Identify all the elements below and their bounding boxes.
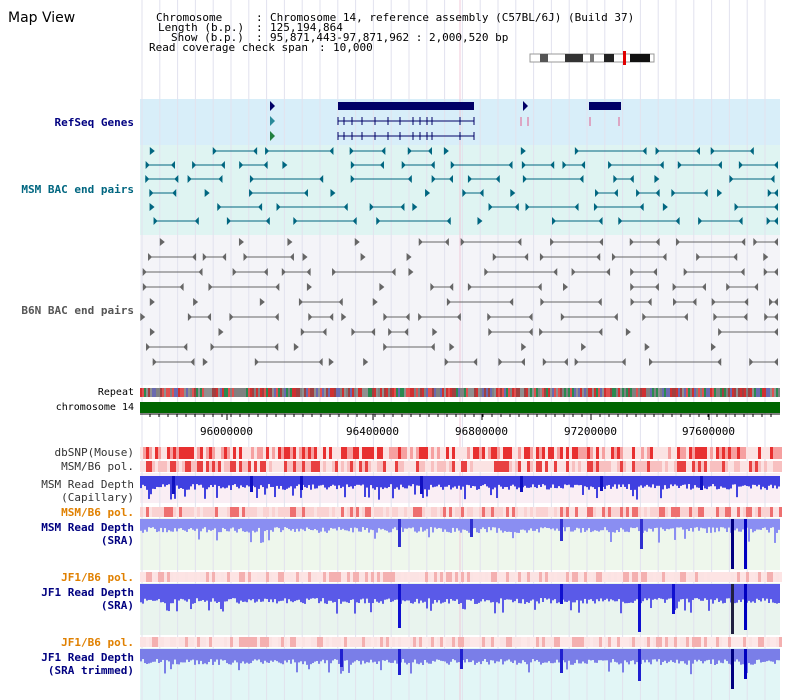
axis-tick-label: 96400000 (346, 425, 399, 438)
coverage-info-value: 10,000 (333, 41, 373, 54)
show-info-label: Show (b.p.) (171, 31, 244, 44)
jf1-b6-pol-track-2 (140, 637, 782, 647)
track-label-dbsnp: dbSNP(Mouse) (54, 446, 134, 459)
track-label-repeat: Repeat (97, 387, 134, 398)
track-label-jf1-trim-2: (SRA trimmed) (47, 664, 134, 677)
coverage-info-label: Read coverage check span (149, 41, 308, 54)
jf1-b6-pol-track (140, 572, 782, 582)
msm-capillary-depth-track (140, 476, 780, 500)
length-info-value: 125,194,864 (270, 21, 343, 34)
axis: 96000000 96400000 96800000 97200000 97600000 (140, 413, 780, 438)
track-label-msm-cap-1: MSM Read Depth (41, 478, 134, 491)
grid-lines (141, 0, 766, 700)
refseq-genes[interactable] (270, 101, 621, 141)
ideogram-position-marker (623, 51, 626, 65)
track-label-msm-pol: MSM/B6 pol. (61, 460, 134, 473)
coverage-info-sep: : (319, 41, 326, 54)
chromosome-ideogram[interactable] (529, 51, 655, 65)
show-info-value: 95,871,443-97,871,962 : 2,000,520 bp (270, 31, 509, 44)
track-label-msm-sra-2: (SRA) (100, 534, 134, 547)
axis-tick-label: 96800000 (455, 425, 508, 438)
dbsnp-track (140, 447, 782, 459)
axis-tick-label: 97200000 (564, 425, 617, 438)
track-label-msm-bac[interactable]: MSM BAC end pairs (21, 183, 134, 196)
msm-bac-features[interactable] (145, 147, 778, 225)
track-label-jf1-sra-2: (SRA) (100, 599, 134, 612)
page-title: Map View (8, 10, 76, 26)
chromosome-bar (140, 402, 780, 413)
repeat-track (140, 388, 780, 397)
msm-b6-pol-track (140, 461, 782, 472)
track-label-msm-pol-2: MSM/B6 pol. (61, 506, 134, 519)
track-label-msm-sra-1: MSM Read Depth (41, 521, 134, 534)
track-label-b6n-bac[interactable]: B6N BAC end pairs (21, 304, 134, 317)
chromosome-info-value: Chromosome 14, reference assembly (C57BL… (270, 11, 635, 24)
track-label-jf1-trim-1: JF1 Read Depth (41, 651, 134, 664)
axis-tick-label: 96000000 (200, 425, 253, 438)
msm-sra-depth-track (140, 519, 780, 569)
track-label-jf1-pol: JF1/B6 pol. (61, 571, 134, 584)
chromosome-info-label: Chromosome (156, 11, 223, 24)
length-info-label: Length (b.p.) (158, 21, 245, 34)
axis-tick-label: 97600000 (682, 425, 735, 438)
track-label-jf1-pol-2: JF1/B6 pol. (61, 636, 134, 649)
track-label-refseq[interactable]: RefSeq Genes (54, 116, 134, 129)
b6n-bac-features[interactable] (140, 238, 778, 366)
track-label-msm-cap-2: (Capillary) (61, 491, 134, 504)
jf1-trimmed-depth-track (140, 649, 780, 689)
track-label-jf1-sra-1: JF1 Read Depth (41, 586, 134, 599)
chromosome-info-sep: : (256, 11, 263, 24)
jf1-sra-depth-track (140, 584, 780, 634)
track-label-chromosome: chromosome 14 (55, 402, 134, 413)
length-info-sep: : (256, 21, 263, 34)
show-info-sep: : (256, 31, 263, 44)
msm-b6-pol-track-2 (140, 507, 782, 517)
